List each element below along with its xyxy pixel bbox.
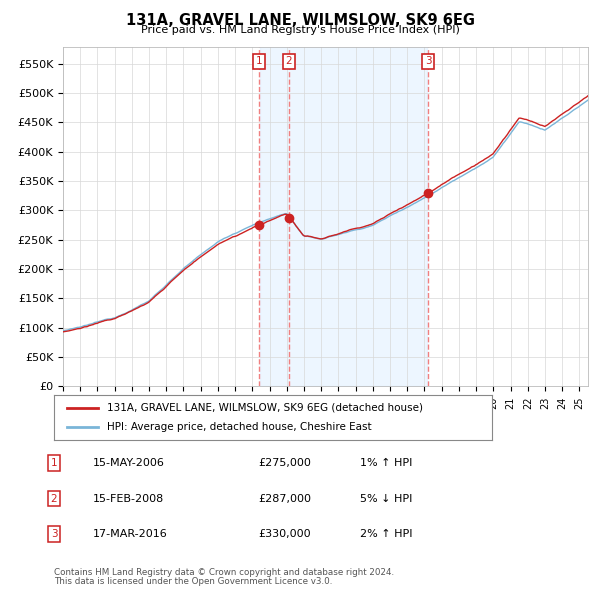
Text: 131A, GRAVEL LANE, WILMSLOW, SK9 6EG (detached house): 131A, GRAVEL LANE, WILMSLOW, SK9 6EG (de… (107, 403, 422, 412)
Text: 2% ↑ HPI: 2% ↑ HPI (360, 529, 413, 539)
Text: Contains HM Land Registry data © Crown copyright and database right 2024.: Contains HM Land Registry data © Crown c… (54, 568, 394, 576)
Text: 131A, GRAVEL LANE, WILMSLOW, SK9 6EG: 131A, GRAVEL LANE, WILMSLOW, SK9 6EG (125, 13, 475, 28)
Text: £330,000: £330,000 (258, 529, 311, 539)
Text: 17-MAR-2016: 17-MAR-2016 (93, 529, 168, 539)
Text: 15-FEB-2008: 15-FEB-2008 (93, 494, 164, 503)
Text: 3: 3 (425, 56, 431, 66)
Text: £275,000: £275,000 (258, 458, 311, 468)
Text: 1% ↑ HPI: 1% ↑ HPI (360, 458, 412, 468)
Text: 1: 1 (50, 458, 58, 468)
Text: 5% ↓ HPI: 5% ↓ HPI (360, 494, 412, 503)
Text: 2: 2 (286, 56, 292, 66)
Text: Price paid vs. HM Land Registry's House Price Index (HPI): Price paid vs. HM Land Registry's House … (140, 25, 460, 35)
Text: 2: 2 (50, 494, 58, 503)
Text: £287,000: £287,000 (258, 494, 311, 503)
Text: 3: 3 (50, 529, 58, 539)
Text: 15-MAY-2006: 15-MAY-2006 (93, 458, 165, 468)
Text: 1: 1 (256, 56, 262, 66)
Text: This data is licensed under the Open Government Licence v3.0.: This data is licensed under the Open Gov… (54, 577, 332, 586)
Text: HPI: Average price, detached house, Cheshire East: HPI: Average price, detached house, Ches… (107, 422, 371, 432)
